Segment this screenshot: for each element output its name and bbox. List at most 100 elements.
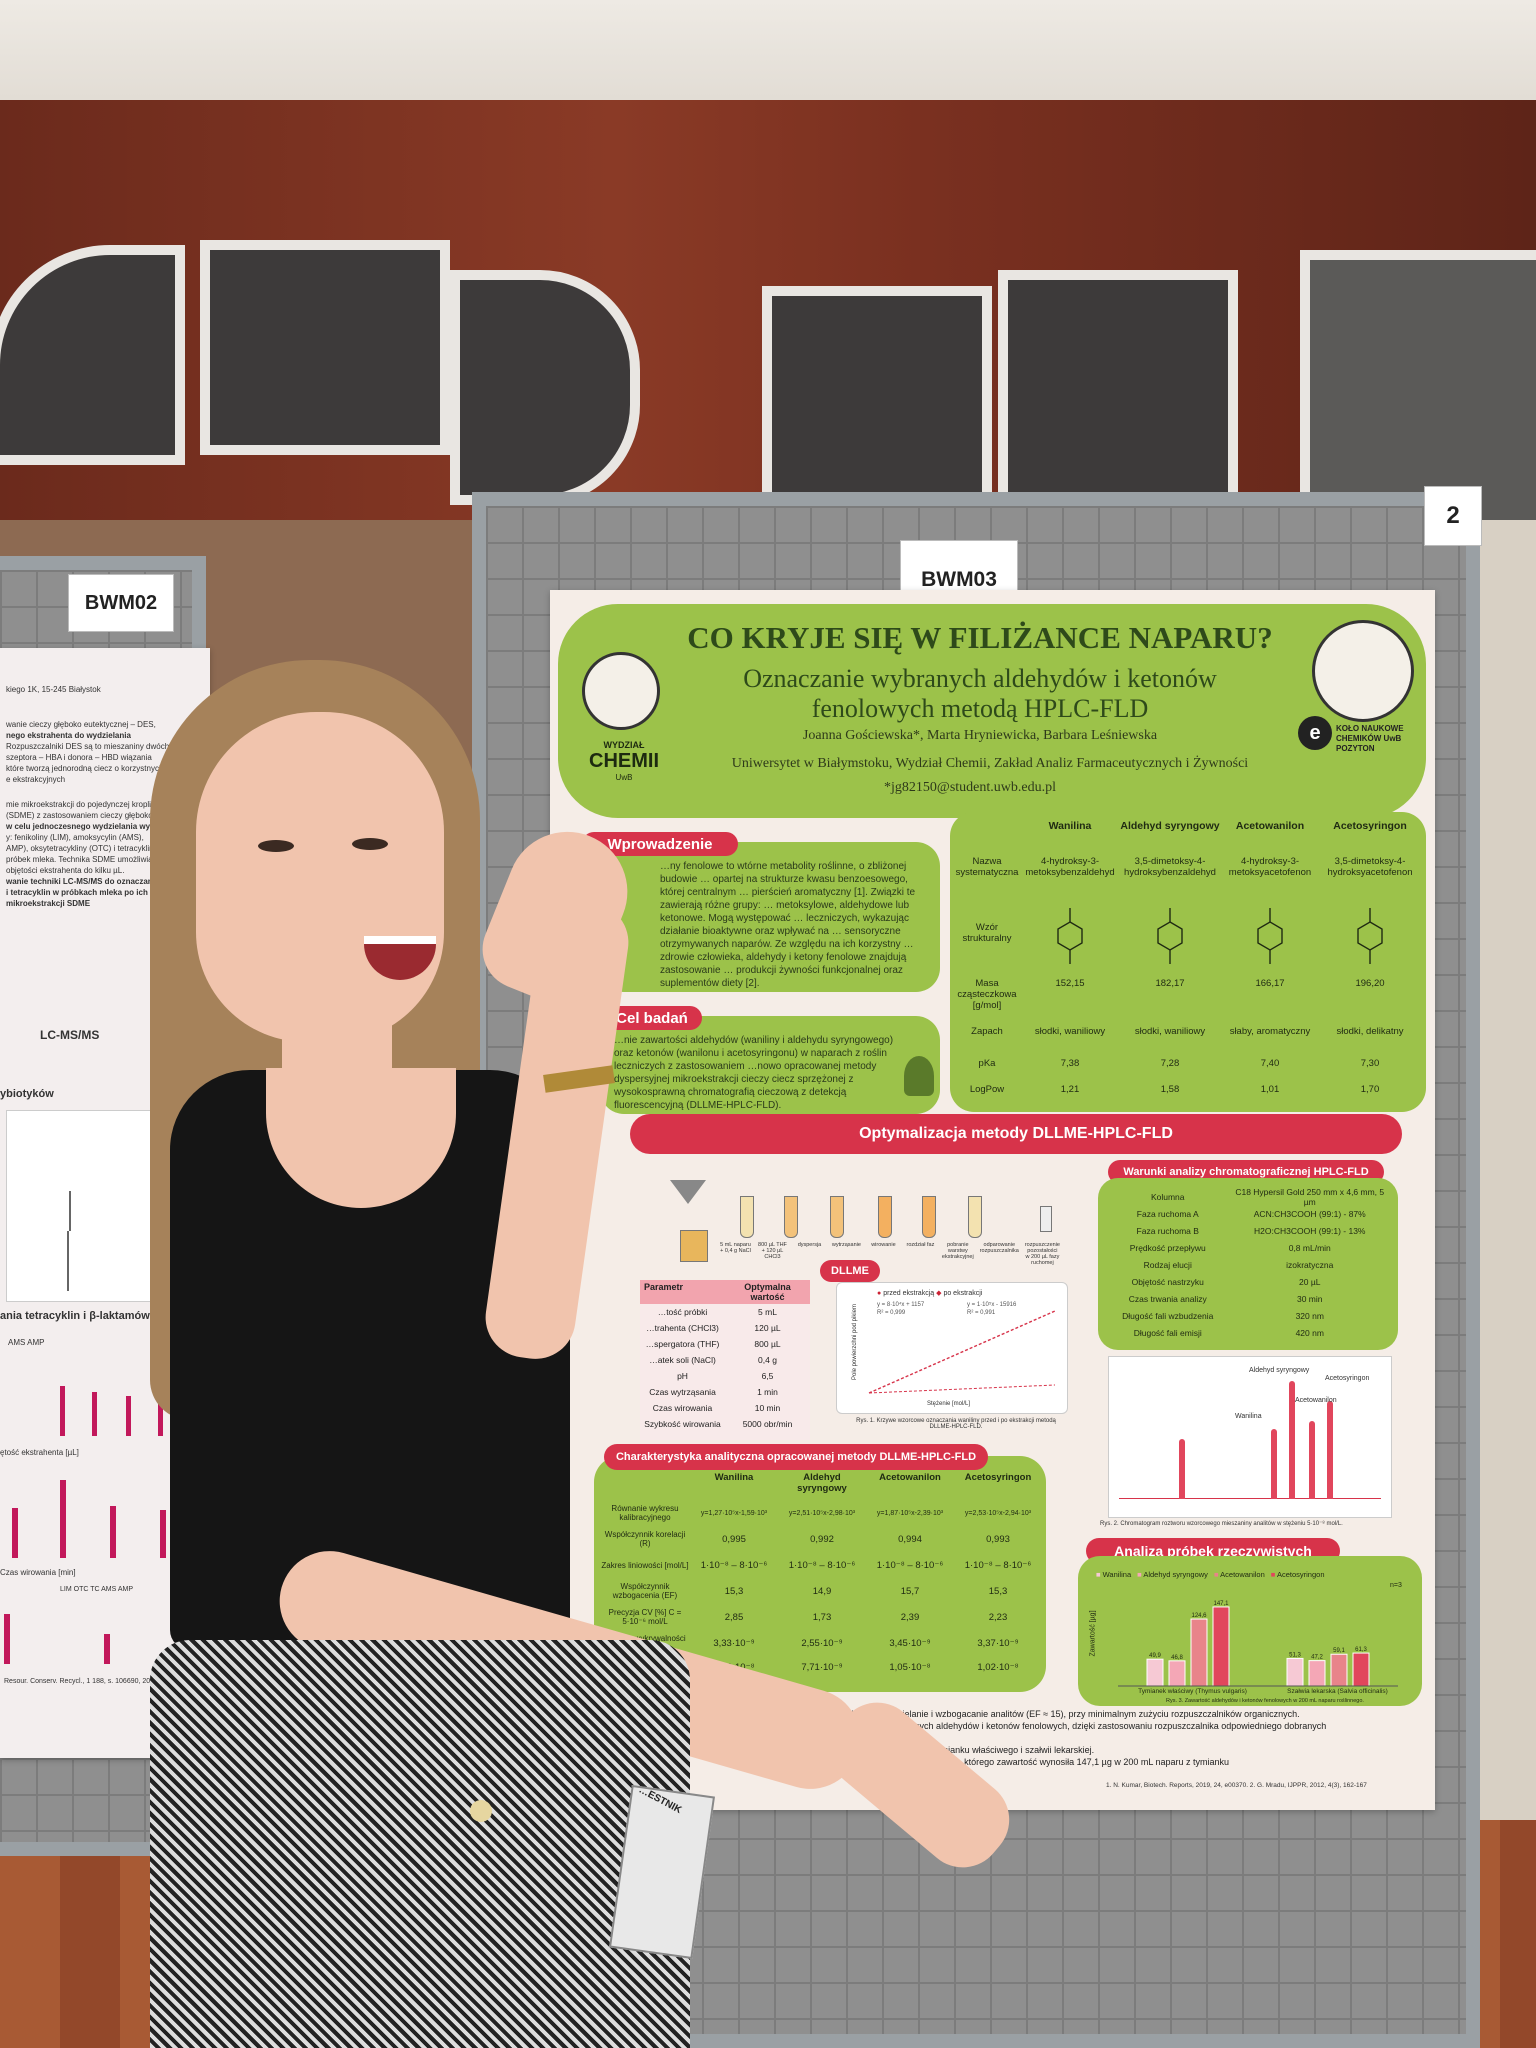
table-cell: y=2,51·10⁵x-2,98·10³	[788, 1509, 856, 1517]
left-axis-label: Czas wirowania [min]	[0, 1568, 76, 1577]
real-ylabel: Zawartość [µg]	[1089, 1610, 1097, 1657]
table-row: Rodzaj elucji izokratyczna	[1106, 1256, 1390, 1273]
left-poster-line: szeptora – HBA i donora – HBD wiązania	[6, 753, 152, 762]
procedure-step: wytrząsanie	[831, 1242, 861, 1248]
procedure-step: dyspersja	[797, 1242, 822, 1248]
bar	[1352, 1652, 1370, 1687]
column-header: Acetosyringon	[964, 1472, 1032, 1483]
table-cell: 30 min	[1296, 1293, 1323, 1304]
conclusion-line: …w naparach stanowił acetosyringon, któr…	[810, 1757, 1230, 1767]
row-label: pKa	[978, 1058, 996, 1069]
table-cell: 1,70	[1360, 1084, 1380, 1095]
lc-ms-label: LC-MS/MS	[40, 1028, 100, 1042]
calib-legend: ● przed ekstrakcją ◆ po ekstrakcji	[877, 1289, 982, 1297]
hplc-table: Kolumna C18 Hypersil Gold 250 mm x 4,6 mm…	[1098, 1178, 1398, 1350]
calib-eq: R² = 0,991	[967, 1310, 996, 1316]
tube-icon	[740, 1196, 754, 1238]
background-wall	[1470, 520, 1536, 1820]
table-cell: słaby, aromatyczny	[1229, 1026, 1311, 1037]
marker-icon: ●	[877, 1290, 882, 1297]
table-row: Czas wirowania 10 min	[640, 1400, 810, 1416]
calib-eq: R² = 0,999	[877, 1310, 906, 1316]
calib-caption: Rys. 1. Krzywe wzorcowe oznaczania wanil…	[856, 1418, 1056, 1430]
legend-item: AMP	[117, 1586, 134, 1593]
aim-heading: Cel badań	[602, 1006, 702, 1030]
conclusion-line: …czułe oznaczenie wybranych aldehydów i …	[810, 1721, 1327, 1731]
left-poster-line: kiego 1K, 15-245 Białystok	[6, 685, 101, 694]
table-row: Objętość nastrzyku 20 µL	[1106, 1273, 1390, 1290]
bar	[104, 1634, 110, 1664]
conclusion-line: …liwia efektywne wydzielanie i wzbogacan…	[810, 1709, 1300, 1719]
table-cell: 320 nm	[1295, 1310, 1324, 1321]
left-poster-line: wanie techniki LC-MS/MS do oznaczania	[6, 877, 160, 886]
procedure-step: rozdział faz	[906, 1242, 935, 1248]
table-cell: 420 nm	[1295, 1327, 1324, 1338]
bar	[1308, 1660, 1326, 1687]
group-label: Szałwia lekarska (Salvia officinalis)	[1287, 1688, 1388, 1695]
table-cell: 2,55·10⁻⁹	[801, 1637, 843, 1649]
structural-formulas	[1057, 908, 1383, 964]
table-cell: 0,995	[722, 1533, 746, 1545]
analytic-header-row: Wanilina Aldehyd syryngowy Acetowanilon …	[690, 1472, 1042, 1494]
procedure-step: odparowanie rozpuszczalnika	[979, 1242, 1019, 1254]
legend-item: ■ Acetowanilon	[1214, 1570, 1265, 1579]
column-header: Wanilina	[1048, 820, 1092, 832]
square-icon: ■	[1096, 1570, 1101, 1579]
tube-icon	[830, 1196, 844, 1238]
person-eye	[258, 840, 294, 852]
analytic-heading: Charakterystyka analityczna opracowanej …	[604, 1444, 988, 1470]
table-cell: 120 µL	[754, 1323, 781, 1333]
row-label: Nazwa systematyczna	[955, 856, 1019, 878]
procedure-diagram: 5 mL naparu + 0,4 g NaCl 800 µL THF + 12…	[660, 1170, 1070, 1270]
column-header: Acetowanilon	[1235, 820, 1305, 832]
chrom-peak	[1179, 1439, 1185, 1499]
real-groups: Tymianek właściwy (Thymus vulgaris) Szał…	[1120, 1688, 1410, 1695]
table-cell: 7,40	[1260, 1058, 1280, 1069]
bar	[92, 1392, 97, 1436]
legend-item: po ekstrakcji	[943, 1290, 983, 1297]
peak-label: Acetowanilon	[1295, 1397, 1337, 1404]
table-cell: ACN:CH3COOH (99:1) - 87%	[1253, 1208, 1366, 1219]
table-cell: Faza ruchoma A	[1136, 1208, 1199, 1219]
table-cell: 0,993	[986, 1533, 1010, 1545]
table-cell: izokratyczna	[1286, 1259, 1334, 1270]
benzene-ring-icon	[1057, 921, 1083, 951]
table-row: Masa cząsteczkowa [g/mol] 152,15 182,17 …	[954, 978, 1420, 1011]
table-row: Współczynnik korelacji (R) 0,995 0,992 0,99…	[600, 1526, 1042, 1552]
tube-icon	[922, 1196, 936, 1238]
table-cell: 0,994	[898, 1533, 922, 1545]
real-samples-chart: 49,9 46,8 124,6 147,1 51,3 47,2 59,1 61,3	[1118, 1601, 1398, 1687]
table-cell: 2,23	[988, 1611, 1008, 1623]
row-label: Precyzja CV [%] C = 5·10⁻⁶ mol/L	[608, 1608, 682, 1626]
left-chromatogram	[6, 1110, 168, 1302]
table-cell: 800 µL	[754, 1339, 781, 1349]
table-cell: H2O:CH3COOH (99:1) - 13%	[1254, 1225, 1366, 1236]
table-row: pKa 7,38 7,28 7,40 7,30	[954, 1058, 1420, 1069]
table-cell: słodki, waniliowy	[1034, 1026, 1106, 1037]
table-cell: 14,9	[812, 1585, 832, 1597]
table-row: …tość próbki 5 mL	[640, 1304, 810, 1320]
table-cell: 152,15	[1055, 978, 1085, 989]
bar	[1330, 1653, 1348, 1687]
table-cell: Czas wytrząsania	[649, 1387, 716, 1397]
square-icon: ■	[1213, 1570, 1219, 1579]
table-cell: 182,17	[1155, 978, 1185, 989]
table-cell: 1,02·10⁻⁸	[977, 1661, 1019, 1673]
chrom-caption: Rys. 2. Chromatogram roztworu wzorcowego…	[1100, 1521, 1343, 1527]
button-icon	[470, 1800, 492, 1822]
aim-text: …nie zawartości aldehydów (waniliny i al…	[614, 1035, 894, 1111]
row-label: Zapach	[971, 1026, 1003, 1037]
square-icon: ■	[1270, 1570, 1276, 1579]
column-header: Acetowanilon	[879, 1472, 941, 1483]
left-poster-line: (SDME) z zastosowaniem cieczy głęboko	[6, 811, 153, 820]
arched-window	[0, 245, 185, 465]
bar-value-label: 147,1	[1213, 1601, 1229, 1607]
poster-subtitle: Oznaczanie wybranych aldehydów i ketonów…	[620, 664, 1340, 724]
faculty-logo-main: CHEMII	[589, 750, 659, 772]
table-cell: 1,05·10⁻⁸	[889, 1661, 931, 1673]
row-label: Zakres liniowości [mol/L]	[601, 1560, 689, 1570]
poster-authors: Joanna Gościewska*, Marta Hryniewicka, B…	[802, 728, 1158, 743]
conference-seal-icon	[1312, 620, 1414, 722]
benzene-ring-icon	[1157, 921, 1183, 951]
column-header: Parametr	[644, 1282, 684, 1292]
